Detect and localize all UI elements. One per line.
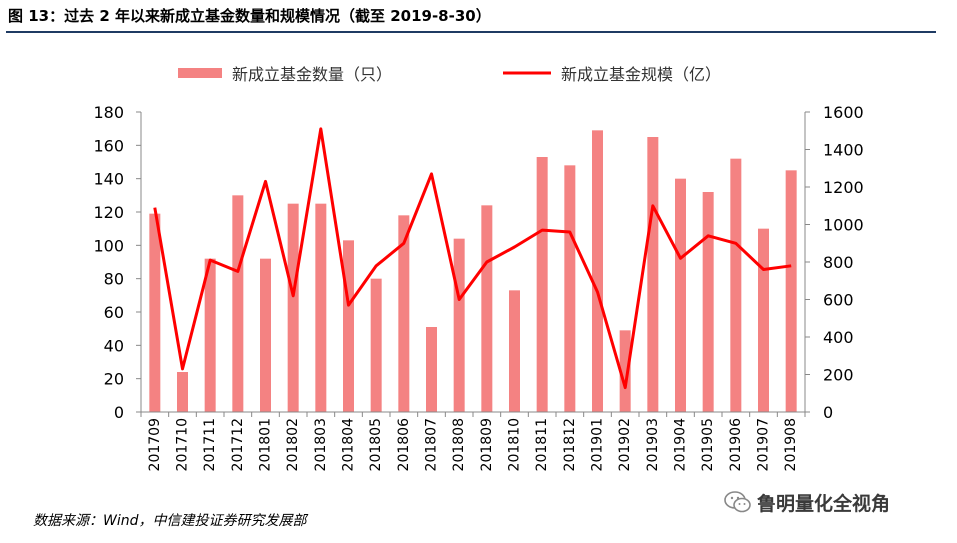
bar (758, 228, 769, 412)
line-series (153, 127, 792, 390)
left-tick-label: 140 (93, 170, 124, 189)
left-tick-label: 20 (104, 370, 124, 389)
bar (564, 165, 576, 412)
category-label: 201809 (479, 418, 495, 471)
category-label: 201902 (617, 418, 633, 471)
wechat-icon (724, 491, 751, 513)
left-tick-label: 80 (104, 270, 124, 289)
right-tick-label: 1200 (823, 178, 864, 197)
category-label: 201802 (285, 418, 301, 471)
category-label: 201903 (645, 418, 661, 471)
bar (315, 203, 327, 412)
left-axis-ticks: 0 20 40 60 80 100 120 140 160 180 (93, 103, 141, 422)
left-tick-label: 120 (93, 203, 124, 222)
figure-title: 图 13：过去 2 年以来新成立基金数量和规模情况（截至 2019-8-30） (8, 7, 491, 25)
left-tick-label: 40 (104, 336, 124, 355)
bar (260, 258, 271, 412)
chart-legend: 新成立基金数量（只） 新成立基金规模（亿） (178, 65, 721, 84)
category-labels: 201709 201710 201711 201712 201801 201802 2018… (147, 418, 799, 472)
category-label: 201812 (562, 418, 578, 471)
bar (702, 192, 714, 412)
category-label: 201711 (202, 418, 218, 471)
legend-label-line: 新成立基金规模（亿） (561, 65, 721, 84)
category-label: 201804 (341, 418, 357, 472)
category-label: 201806 (396, 418, 412, 472)
watermark: 鲁明量化全视角 (723, 487, 890, 517)
bar (149, 213, 161, 412)
bar-series (149, 130, 797, 413)
bar (509, 290, 520, 412)
left-tick-label: 100 (93, 236, 124, 255)
chart-axes (140, 112, 806, 417)
category-label: 201811 (534, 418, 550, 471)
right-tick-label: 200 (823, 366, 854, 385)
bar (619, 330, 631, 412)
category-label: 201904 (673, 418, 689, 472)
category-label: 201901 (590, 418, 606, 471)
bar (481, 205, 493, 412)
left-tick-label: 180 (93, 103, 124, 122)
right-tick-label: 800 (823, 253, 854, 272)
category-label: 201905 (700, 418, 716, 471)
bar (343, 240, 354, 412)
category-label: 201907 (756, 418, 772, 471)
combo-chart: 新成立基金数量（只） 新成立基金规模（亿） 0 20 40 60 80 100 120 140… (93, 65, 864, 472)
bar (647, 137, 659, 412)
category-label: 201712 (230, 418, 246, 471)
bar (370, 278, 382, 412)
category-label: 201810 (507, 418, 523, 471)
right-tick-label: 1000 (823, 216, 864, 235)
category-label: 201710 (175, 418, 191, 471)
bar (453, 238, 465, 412)
bar (287, 203, 299, 412)
category-label: 201805 (368, 418, 384, 471)
bar (785, 170, 797, 412)
right-tick-label: 600 (823, 291, 854, 310)
right-axis-ticks: 0 200 400 600 800 1000 1200 1400 1600 (805, 103, 864, 422)
category-label: 201908 (783, 418, 799, 471)
legend-swatch-bar (178, 68, 222, 78)
left-tick-label: 60 (104, 303, 124, 322)
right-tick-label: 0 (823, 403, 833, 422)
bar (398, 215, 410, 412)
bar (536, 157, 548, 412)
category-label: 201801 (258, 418, 274, 471)
category-label: 201906 (728, 418, 744, 472)
bar (232, 195, 244, 412)
right-tick-label: 1600 (823, 103, 864, 122)
category-label: 201807 (424, 418, 440, 471)
bar (675, 178, 686, 412)
bar (204, 258, 216, 412)
bar (177, 372, 188, 412)
title-divider (6, 31, 936, 33)
category-label: 201808 (451, 418, 467, 471)
right-tick-label: 400 (823, 328, 854, 347)
bar (426, 327, 437, 412)
bar (592, 130, 603, 413)
bar (730, 158, 742, 412)
legend-label-bar: 新成立基金数量（只） (232, 65, 392, 84)
watermark-text: 鲁明量化全视角 (757, 492, 891, 515)
source-note: 数据来源：Wind，中信建投证券研究发展部 (33, 513, 307, 529)
left-tick-label: 160 (93, 136, 124, 155)
right-tick-label: 1400 (823, 141, 864, 160)
left-tick-label: 0 (114, 403, 124, 422)
category-label: 201709 (147, 418, 163, 471)
scale-line (153, 127, 792, 390)
category-label: 201803 (313, 418, 329, 471)
